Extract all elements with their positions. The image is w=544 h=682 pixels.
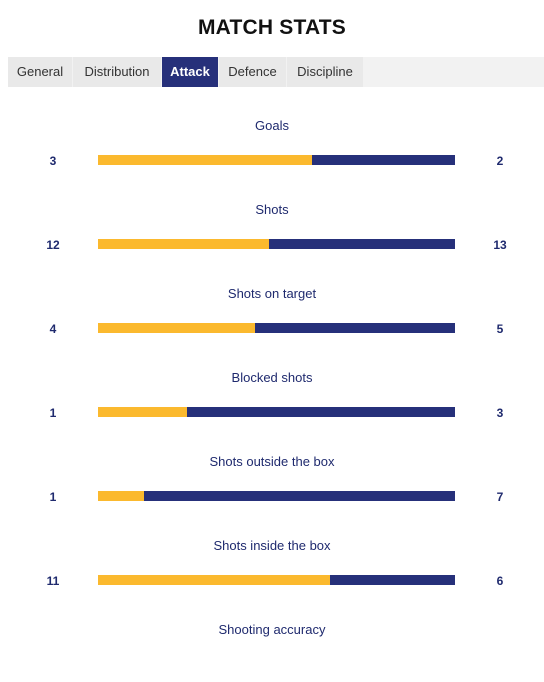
page-title: MATCH STATS xyxy=(197,16,346,39)
home-value: 1 xyxy=(49,406,57,420)
comparison-bar xyxy=(98,407,455,417)
home-share-fill xyxy=(98,575,331,585)
away-value: 5 xyxy=(496,322,504,336)
stats-tab-bar: General Distribution Attack Defence Disc… xyxy=(8,57,544,87)
home-value: 1 xyxy=(49,490,57,504)
stat-label: Shots outside the box xyxy=(209,454,335,469)
stat-label: Goals xyxy=(255,118,289,133)
away-value: 3 xyxy=(496,406,504,420)
stat-label: Shots xyxy=(255,202,289,217)
comparison-bar xyxy=(98,155,455,165)
home-value: 4 xyxy=(49,322,57,336)
stat-row-shots: Shots 12 13 xyxy=(0,202,544,262)
away-value: 2 xyxy=(496,154,504,168)
home-share-fill xyxy=(98,239,270,249)
stat-row-blocked-shots: Blocked shots 1 3 xyxy=(0,370,544,430)
away-value: 7 xyxy=(496,490,504,504)
tab-distribution[interactable]: Distribution xyxy=(73,57,161,87)
stat-row-shooting-accuracy: Shooting accuracy xyxy=(0,622,544,682)
comparison-bar xyxy=(98,239,455,249)
home-value: 3 xyxy=(49,154,57,168)
comparison-bar xyxy=(98,323,455,333)
stat-row-shots-outside-box: Shots outside the box 1 7 xyxy=(0,454,544,514)
away-value: 6 xyxy=(496,574,504,588)
tab-discipline[interactable]: Discipline xyxy=(287,57,363,87)
stat-row-shots-on-target: Shots on target 4 5 xyxy=(0,286,544,346)
away-value: 13 xyxy=(493,238,507,252)
home-value: 11 xyxy=(46,574,60,588)
stat-row-shots-inside-box: Shots inside the box 11 6 xyxy=(0,538,544,598)
home-value: 12 xyxy=(46,238,60,252)
comparison-bar xyxy=(98,575,455,585)
tab-defence[interactable]: Defence xyxy=(219,57,286,87)
stat-label: Shooting accuracy xyxy=(218,622,326,637)
home-share-fill xyxy=(98,323,256,333)
stat-label: Shots inside the box xyxy=(213,538,331,553)
home-share-fill xyxy=(98,407,188,417)
stat-label: Blocked shots xyxy=(231,370,313,385)
stat-label: Shots on target xyxy=(227,286,317,301)
tab-attack[interactable]: Attack xyxy=(162,57,218,87)
stat-row-goals: Goals 3 2 xyxy=(0,118,544,178)
comparison-bar xyxy=(98,491,455,501)
tab-general[interactable]: General xyxy=(8,57,72,87)
home-share-fill xyxy=(98,155,313,165)
home-share-fill xyxy=(98,491,145,501)
